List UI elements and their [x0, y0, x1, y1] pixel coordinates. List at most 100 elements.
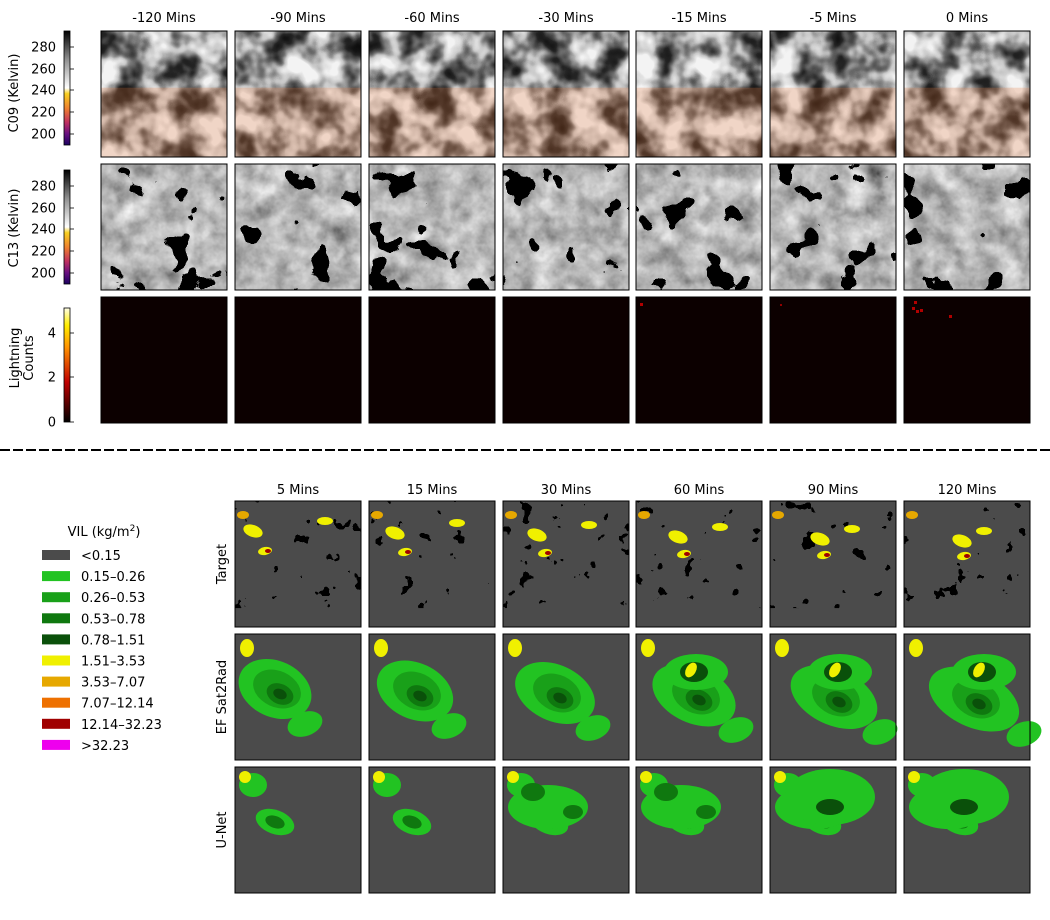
c09-panel — [502, 30, 630, 158]
legend-label: 0.78–1.51 — [81, 633, 145, 648]
unet-panel — [769, 766, 897, 894]
colorbar-tick-label: 220 — [31, 245, 56, 260]
legend-swatch — [42, 718, 70, 729]
legend-swatch — [42, 634, 70, 645]
colorbar-tick-label: 200 — [31, 128, 56, 143]
legend-entry: >32.23 — [42, 739, 129, 754]
legend-swatch — [42, 592, 70, 603]
legend-swatch — [42, 739, 70, 750]
colorbar-tick-label: 260 — [31, 202, 56, 217]
target-panel — [903, 500, 1031, 628]
unet-panel — [234, 766, 362, 894]
c13-panel — [769, 163, 897, 291]
legend-label: >32.23 — [81, 739, 129, 754]
colorbar-tick-label: 240 — [31, 84, 56, 99]
bottom-column-title: 5 Mins — [277, 483, 319, 498]
c13-panel — [635, 163, 763, 291]
top-column-title: -120 Mins — [132, 11, 196, 26]
colorbar-c09 — [63, 30, 71, 146]
legend-entry: 12.14–32.23 — [42, 718, 162, 733]
c09-panel — [368, 30, 496, 158]
legend-label: <0.15 — [81, 549, 121, 564]
c13-panel — [368, 163, 496, 291]
colorbar-lightning — [63, 307, 71, 423]
legend-label: 0.26–0.53 — [81, 591, 145, 606]
c09-panel — [100, 30, 228, 158]
ef-sat2rad-panel — [502, 633, 630, 761]
colorbar-tick-label: 4 — [48, 327, 56, 342]
legend-entry: 0.26–0.53 — [42, 591, 145, 606]
colorbar-tick-label: 220 — [31, 106, 56, 121]
ef-sat2rad-panel — [368, 633, 496, 761]
legend-label: 3.53–7.07 — [81, 676, 145, 691]
row-label-target: Target — [215, 544, 230, 585]
top-column-title: -60 Mins — [404, 11, 459, 26]
top-column-title: -90 Mins — [270, 11, 325, 26]
legend-entry: 0.78–1.51 — [42, 633, 145, 648]
legend-swatch — [42, 655, 70, 666]
target-panel — [635, 500, 763, 628]
row-label-unet: U-Net — [215, 811, 230, 848]
lightning-panel — [234, 296, 362, 424]
ef-sat2rad-panel — [635, 633, 763, 761]
legend-swatch — [42, 697, 70, 708]
lightning-panel — [368, 296, 496, 424]
legend-label: 0.53–0.78 — [81, 612, 145, 627]
unet-panel — [368, 766, 496, 894]
row-label-ef-sat2rad: EF Sat2Rad — [215, 660, 230, 734]
ef-sat2rad-panel — [903, 633, 1042, 761]
legend-title: VIL (kg/m2) — [68, 524, 141, 540]
row-label-lightning-line2: Counts — [22, 335, 37, 381]
top-column-title: -30 Mins — [538, 11, 593, 26]
row-label-c13: C13 (Kelvin) — [7, 189, 22, 268]
top-column-title: -5 Mins — [810, 11, 857, 26]
colorbar-tick-label: 240 — [31, 223, 56, 238]
legend-swatch — [42, 550, 70, 560]
bottom-column-title: 15 Mins — [407, 483, 458, 498]
colorbar-tick-label: 2 — [48, 371, 56, 386]
c09-panel — [635, 30, 763, 158]
legend-entry: 0.53–0.78 — [42, 612, 145, 627]
c13-panel — [100, 163, 228, 291]
colorbar-tick-label: 280 — [31, 41, 56, 56]
target-panel — [234, 500, 362, 628]
lightning-panel — [100, 296, 228, 424]
colorbar-tick-label: 200 — [31, 267, 56, 282]
top-column-title: -15 Mins — [671, 11, 726, 26]
bottom-column-title: 30 Mins — [541, 483, 592, 498]
legend-entry: <0.15 — [42, 549, 121, 564]
lightning-panel — [502, 296, 630, 424]
c09-panel — [903, 30, 1031, 158]
legend-entry: 7.07–12.14 — [42, 697, 154, 712]
vil-legend: VIL (kg/m2) <0.15 0.15–0.26 0.26–0.53 0.53–… — [42, 524, 162, 754]
ef-sat2rad-panel — [234, 633, 362, 761]
row-label-lightning-line1: Lightning — [8, 328, 23, 389]
legend-swatch — [42, 571, 70, 582]
legend-entry: 1.51–3.53 — [42, 655, 145, 670]
bottom-column-title: 60 Mins — [674, 483, 725, 498]
c09-panel — [234, 30, 362, 158]
unet-panel — [502, 766, 630, 894]
target-panel — [502, 500, 630, 628]
legend-label: 7.07–12.14 — [81, 697, 154, 712]
c13-panel — [903, 163, 1031, 291]
colorbar-tick-label: 0 — [48, 416, 56, 431]
lightning-panel — [903, 296, 1031, 424]
legend-label: 1.51–3.53 — [81, 655, 145, 670]
colorbar-c13 — [63, 169, 71, 285]
bottom-column-title: 90 Mins — [808, 483, 859, 498]
lightning-panel — [635, 296, 763, 424]
c13-panel — [502, 163, 630, 291]
unet-panel — [903, 766, 1031, 894]
c13-panel — [234, 163, 362, 291]
lightning-panel — [769, 296, 897, 424]
colorbar-tick-label: 260 — [31, 63, 56, 78]
legend-swatch — [42, 613, 70, 624]
legend-entry: 0.15–0.26 — [42, 570, 145, 585]
unet-panel — [635, 766, 763, 894]
target-panel — [368, 500, 496, 628]
colorbar-tick-label: 280 — [31, 180, 56, 195]
c09-panel — [769, 30, 897, 158]
target-panel — [769, 500, 897, 628]
